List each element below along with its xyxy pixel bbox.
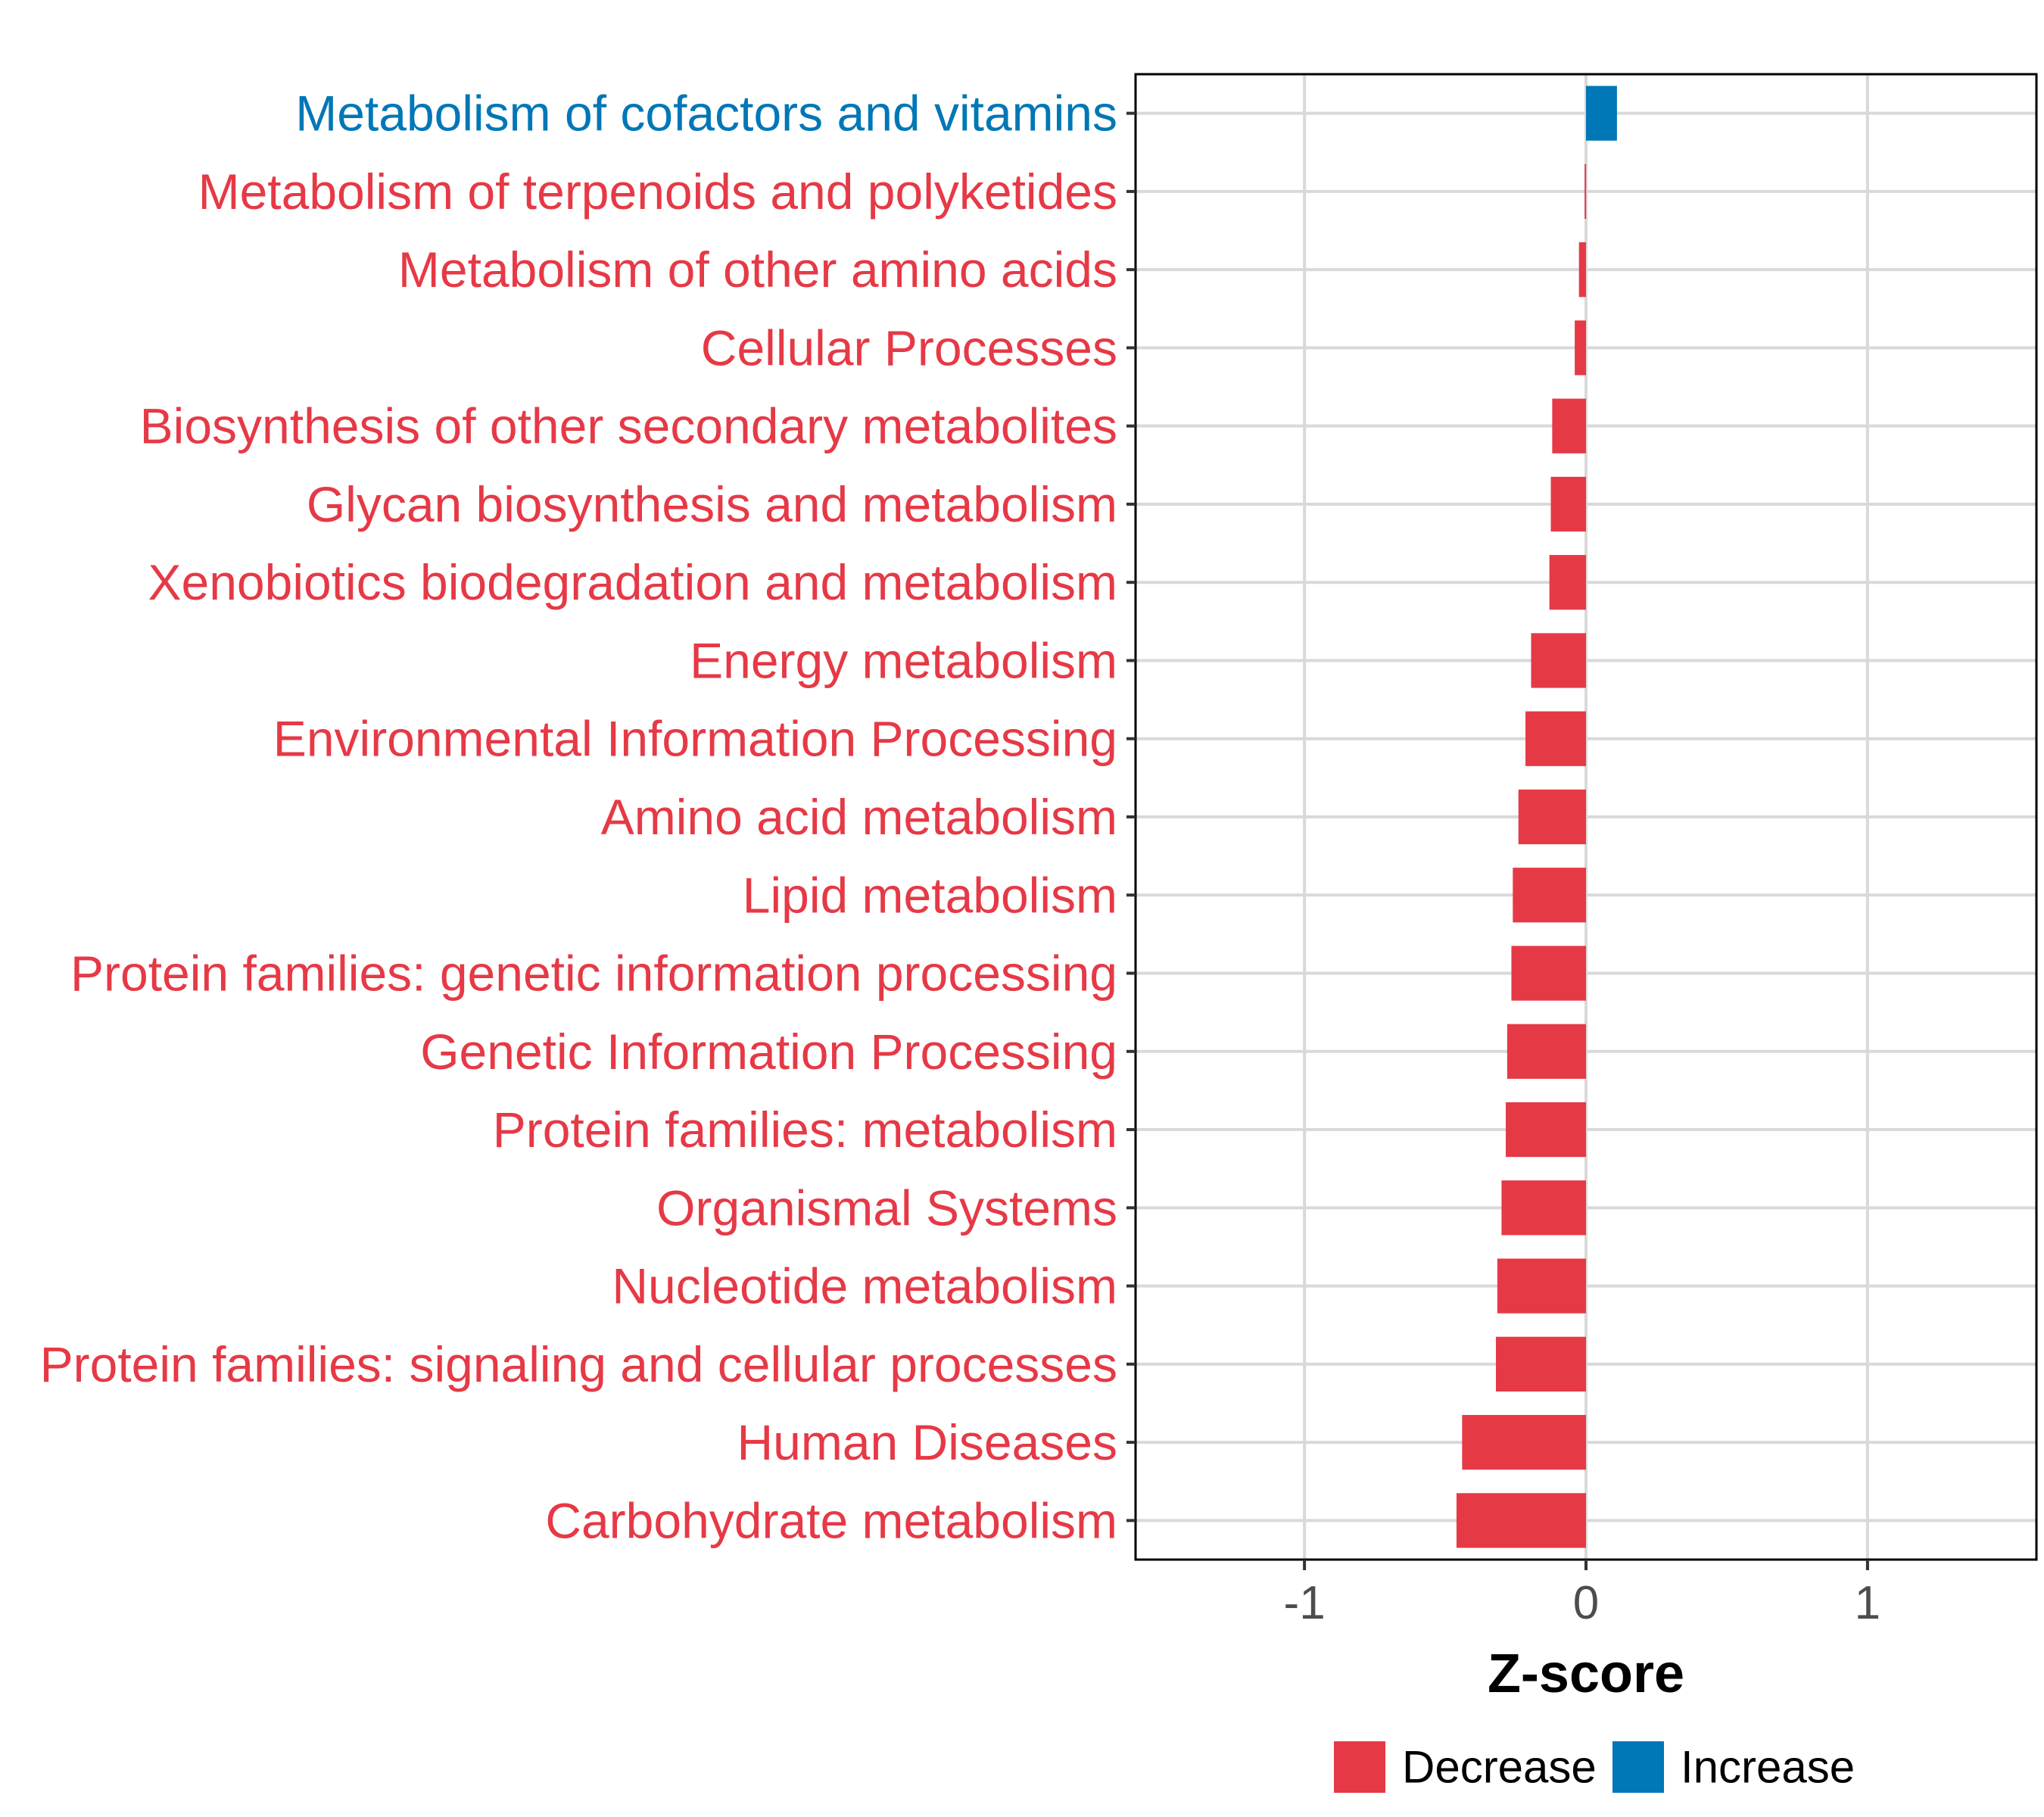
bar	[1511, 946, 1586, 1001]
legend-swatch-decrease	[1334, 1741, 1385, 1793]
bar	[1531, 633, 1586, 688]
y-tick-label: Xenobiotics biodegradation and metabolis…	[148, 554, 1118, 610]
y-tick-label: Metabolism of terpenoids and polyketides	[198, 164, 1117, 220]
y-tick-label: Lipid metabolism	[743, 867, 1117, 923]
bar	[1507, 1024, 1586, 1079]
x-tick-label: -1	[1284, 1577, 1326, 1629]
x-tick-label: 0	[1573, 1577, 1599, 1629]
y-tick-label: Environmental Information Processing	[273, 711, 1117, 767]
y-tick-label: Protein families: genetic information pr…	[70, 946, 1117, 1002]
bar	[1578, 242, 1586, 298]
y-tick-label: Protein families: signaling and cellular…	[40, 1336, 1117, 1392]
x-tick-label: 1	[1855, 1577, 1880, 1629]
bar	[1525, 711, 1586, 766]
y-tick-label: Metabolism of other amino acids	[398, 242, 1117, 298]
y-tick-label: Organismal Systems	[656, 1180, 1117, 1236]
bar	[1496, 1336, 1586, 1392]
bar	[1518, 789, 1586, 845]
bar	[1456, 1493, 1586, 1548]
y-tick-label: Biosynthesis of other secondary metaboli…	[140, 398, 1117, 454]
y-tick-label: Energy metabolism	[690, 632, 1117, 688]
y-axis: Metabolism of cofactors and vitamins Meta…	[40, 86, 1136, 1548]
bar	[1584, 164, 1587, 220]
bar	[1462, 1414, 1586, 1470]
legend: Decrease Increase	[1334, 1741, 1855, 1793]
y-tick-label: Nucleotide metabolism	[612, 1258, 1117, 1314]
y-tick-label: Genetic Information Processing	[420, 1024, 1117, 1080]
bar	[1550, 476, 1586, 532]
bar	[1586, 86, 1617, 141]
bar	[1549, 555, 1586, 610]
bar	[1501, 1180, 1586, 1236]
bar	[1497, 1258, 1586, 1314]
x-axis-title: Z-score	[1488, 1644, 1684, 1704]
y-tick-label: Metabolism of cofactors and vitamins	[295, 86, 1117, 142]
legend-label-decrease: Decrease	[1402, 1742, 1597, 1793]
bar	[1513, 868, 1586, 923]
legend-label-increase: Increase	[1681, 1742, 1855, 1793]
bar	[1552, 398, 1586, 453]
legend-swatch-increase	[1612, 1741, 1664, 1793]
bar	[1575, 320, 1586, 376]
x-axis: -1 0 1	[1284, 1560, 1880, 1629]
y-tick-label: Human Diseases	[737, 1414, 1117, 1470]
bar	[1506, 1102, 1586, 1158]
y-tick-label: Cellular Processes	[701, 319, 1117, 376]
y-tick-label: Amino acid metabolism	[601, 789, 1117, 845]
y-tick-label: Glycan biosynthesis and metabolism	[307, 476, 1117, 532]
bars	[1456, 86, 1617, 1548]
y-tick-label: Protein families: metabolism	[493, 1102, 1117, 1158]
y-tick-label: Carbohydrate metabolism	[545, 1492, 1117, 1548]
